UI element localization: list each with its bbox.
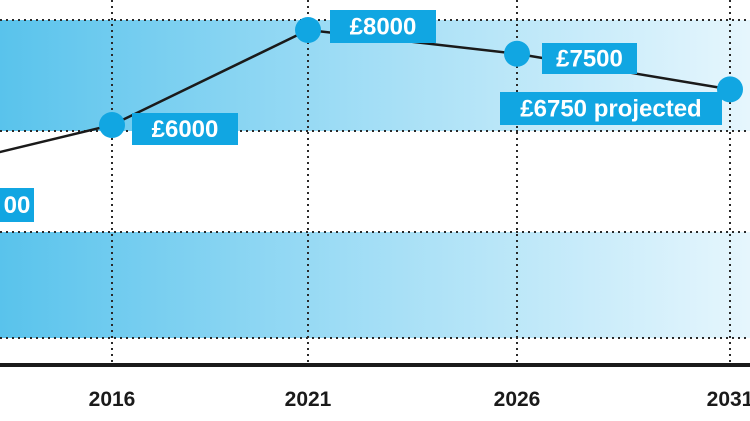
x-tick-2031: 2031 [707, 388, 750, 411]
data-label-2031: £6750 projected [500, 92, 722, 125]
x-tick-2021: 2021 [285, 388, 332, 411]
data-label-2026-text: £7500 [556, 46, 623, 73]
data-point-2026 [504, 40, 530, 67]
data-label-2026: £7500 [542, 43, 637, 74]
data-label-2021-bg [330, 10, 436, 43]
data-label-2021-text: £8000 [350, 14, 417, 41]
data-point-2031 [717, 76, 743, 103]
data-label-2011-bg [0, 188, 34, 222]
x-tick-2026: 2026 [494, 388, 541, 411]
data-label-2016-text: £6000 [152, 116, 219, 143]
data-label-2011: 00 [0, 188, 34, 222]
data-label-2011-text: 00 [4, 192, 31, 219]
data-point-2021 [295, 17, 321, 43]
data-point-2016 [99, 112, 125, 138]
chart-band-bottom [0, 232, 750, 338]
data-label-2021: £8000 [330, 10, 436, 43]
x-tick-2016: 2016 [89, 388, 136, 411]
data-label-2016: £6000 [132, 113, 238, 145]
data-label-2016-bg [132, 113, 238, 145]
data-label-2026-bg [542, 43, 637, 74]
data-label-2031-text: £6750 projected [520, 96, 701, 123]
data-label-2031-bg [500, 92, 722, 125]
